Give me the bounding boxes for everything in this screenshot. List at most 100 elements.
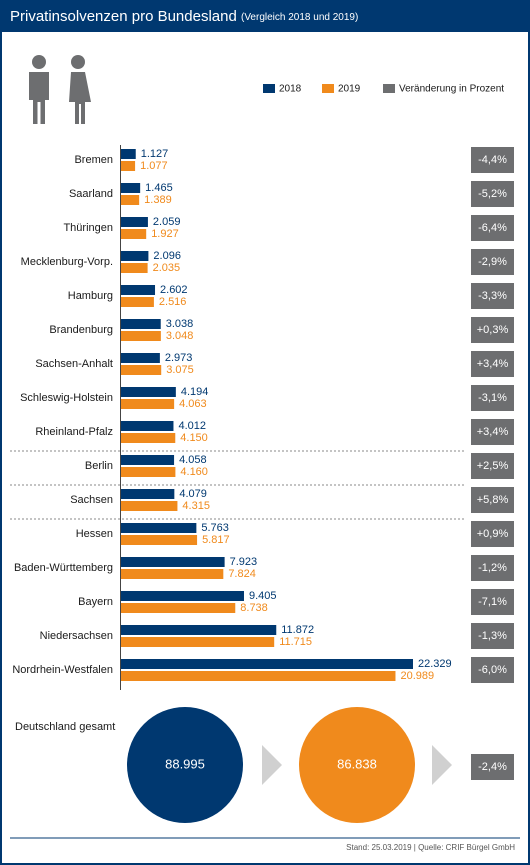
change-box [471, 754, 514, 780]
value-label: 4.150 [180, 432, 208, 444]
change-label: -6,4% [478, 222, 507, 234]
change-box [471, 487, 514, 513]
category-label: Bremen [74, 154, 113, 166]
change-label: -2,4% [478, 761, 507, 773]
value-label: 2.973 [165, 352, 193, 364]
bar [121, 603, 236, 613]
bar [121, 659, 413, 669]
bar [121, 591, 244, 601]
change-box [471, 657, 514, 683]
value-label: 1.127 [141, 148, 169, 160]
change-label: +3,4% [477, 358, 509, 370]
total-value: 88.995 [165, 756, 205, 771]
category-label: Nordrhein-Westfalen [12, 664, 113, 676]
value-label: 1.077 [140, 160, 168, 172]
bar [121, 523, 197, 533]
change-box [471, 623, 514, 649]
change-box [471, 283, 514, 309]
change-label: -7,1% [478, 596, 507, 608]
change-label: +3,4% [477, 426, 509, 438]
subtitle: (Vergleich 2018 und 2019) [241, 12, 358, 23]
arrow [262, 745, 282, 785]
change-box [471, 317, 514, 343]
category-label: Rheinland-Pfalz [35, 426, 113, 438]
legend-label: Veränderung in Prozent [399, 84, 504, 95]
value-label: 5.763 [201, 522, 229, 534]
change-box [471, 181, 514, 207]
value-label: 1.927 [151, 228, 179, 240]
bar [121, 183, 141, 193]
bar [121, 263, 148, 273]
category-label: Baden-Württemberg [14, 562, 113, 574]
bar [121, 671, 396, 681]
category-label: Hamburg [68, 290, 113, 302]
bar [121, 195, 140, 205]
change-label: -5,2% [478, 188, 507, 200]
value-label: 2.096 [153, 250, 181, 262]
category-label: Bayern [78, 596, 113, 608]
change-label: -3,1% [478, 392, 507, 404]
change-label: +0,3% [477, 324, 509, 336]
value-label: 9.405 [249, 590, 277, 602]
legend-swatch [322, 84, 334, 93]
value-label: 3.038 [166, 318, 194, 330]
bar [121, 399, 175, 409]
change-label: -2,9% [478, 256, 507, 268]
category-label: Hessen [76, 528, 113, 540]
bar [121, 319, 161, 329]
value-label: 20.989 [400, 670, 434, 682]
change-box [471, 385, 514, 411]
bar [121, 365, 162, 375]
category-label: Thüringen [63, 222, 113, 234]
bar [121, 149, 136, 159]
value-label: 3.048 [166, 330, 194, 342]
value-label: 3.075 [166, 364, 194, 376]
value-label: 5.817 [202, 534, 230, 546]
bar [121, 637, 275, 647]
value-label: 1.389 [144, 194, 172, 206]
header-bar [0, 0, 530, 32]
bar [121, 161, 136, 171]
bar [121, 353, 160, 363]
value-label: 4.058 [179, 454, 207, 466]
change-box [471, 589, 514, 615]
category-label: Saarland [69, 188, 113, 200]
legend-label: 2019 [338, 84, 361, 95]
total-label: Deutschland gesamt [15, 721, 115, 733]
change-label: +2,5% [477, 460, 509, 472]
value-label: 4.160 [180, 466, 208, 478]
value-label: 2.516 [159, 296, 187, 308]
total-circle [127, 707, 243, 823]
category-label: Sachsen [70, 494, 113, 506]
total-circle [299, 707, 415, 823]
people-icon [29, 55, 91, 124]
value-label: 1.465 [145, 182, 173, 194]
change-label: -1,3% [478, 630, 507, 642]
bar [121, 535, 198, 545]
value-label: 11.715 [279, 636, 312, 648]
category-label: Berlin [85, 460, 113, 472]
bar [121, 489, 175, 499]
bar [121, 331, 161, 341]
bar [121, 387, 176, 397]
bar [121, 229, 147, 239]
bar [121, 433, 176, 443]
bar [121, 421, 174, 431]
category-label: Mecklenburg-Vorp. [21, 256, 113, 268]
value-label: 2.035 [153, 262, 181, 274]
value-label: 7.923 [230, 556, 258, 568]
category-label: Schleswig-Holstein [20, 392, 113, 404]
bar [121, 467, 176, 477]
value-label: 4.063 [179, 398, 207, 410]
bar [121, 569, 224, 579]
change-box [471, 215, 514, 241]
change-box [471, 453, 514, 479]
change-box [471, 521, 514, 547]
title: Privatinsolvenzen pro Bundesland [10, 8, 237, 25]
arrow [432, 745, 452, 785]
change-box [471, 555, 514, 581]
change-box [471, 249, 514, 275]
change-box [471, 351, 514, 377]
